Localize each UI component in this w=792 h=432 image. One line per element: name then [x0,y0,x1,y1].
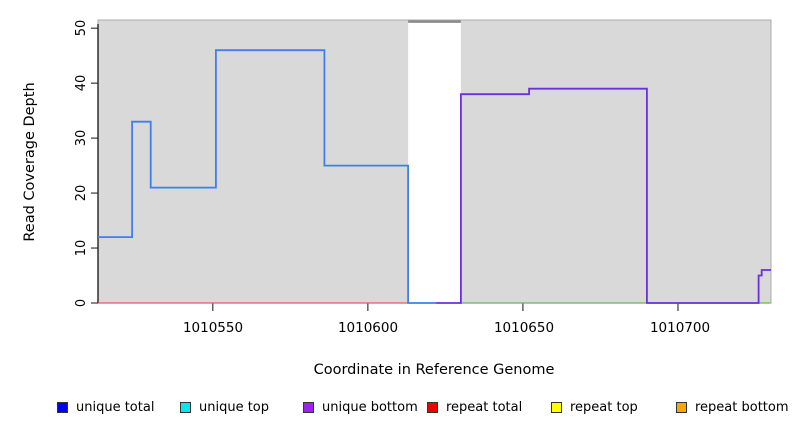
series-unique-bottom [436,87,771,304]
y-tick-label-50: 50 [73,19,89,37]
repeat-bottom-swatch-icon [676,401,687,413]
legend: unique total unique top unique bottom re… [0,398,792,418]
y-axis-label: Read Coverage Depth [22,82,38,242]
legend-label: repeat bottom [695,399,789,415]
y-tick-label-10: 10 [73,239,89,257]
x-tick-label-1010550: 1010550 [182,320,244,336]
legend-item-repeat-top: repeat top [551,398,638,416]
x-tick-label-1010700: 1010700 [649,320,711,336]
repeat-top-swatch-icon [551,401,562,413]
legend-label: unique bottom [322,399,418,415]
legend-item-repeat-total: repeat total [427,398,522,416]
y-tick-label-30: 30 [73,129,89,147]
repeat-total-swatch-icon [427,401,438,413]
legend-label: repeat total [446,399,523,415]
unique-total-swatch-icon [57,401,68,413]
legend-item-unique-bottom: unique bottom [303,398,418,416]
y-tick-label-0: 0 [73,298,89,308]
legend-label: repeat top [570,399,638,415]
x-tick-label-1010600: 1010600 [337,320,399,336]
x-tick-label-1010650: 1010650 [493,320,555,336]
y-tick-label-40: 40 [73,74,89,92]
series-unique-total [98,49,437,304]
legend-label: unique top [199,399,270,415]
legend-label: unique total [76,399,155,415]
offscale-band [408,20,461,303]
legend-item-repeat-bottom: repeat bottom [676,398,789,416]
x-axis-title: Coordinate in Reference Genome [313,362,555,378]
y-tick-label-20: 20 [73,184,89,202]
legend-item-unique-top: unique top [180,398,269,416]
legend-item-unique-total: unique total [57,398,154,416]
unique-top-swatch-icon [180,401,191,413]
unique-bottom-swatch-icon [303,401,314,413]
